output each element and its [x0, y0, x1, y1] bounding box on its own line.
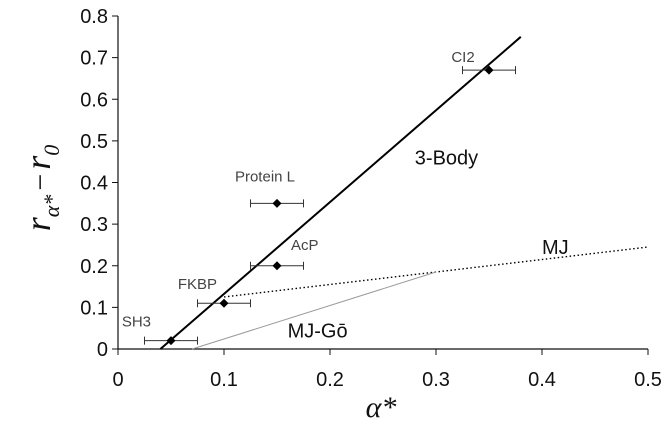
y-tick-label: 0.2: [80, 256, 108, 278]
data-point: [272, 198, 282, 208]
svg-text:rα*−r0: rα*−r0: [18, 145, 64, 232]
error-bars: [144, 66, 516, 345]
fit-lines: 3-Body MJ MJ-Gō: [159, 36, 649, 350]
point-labels: SH3 FKBP AcP Protein L CI2: [122, 49, 475, 331]
data-point: [484, 65, 494, 75]
y-tick-label: 0.5: [80, 131, 108, 153]
point-label: SH3: [122, 314, 151, 331]
data-point: [272, 261, 282, 271]
y-title-minus: −: [24, 174, 57, 191]
x-tick-label: 0.3: [422, 369, 450, 391]
series-label: MJ-Gō: [288, 320, 348, 342]
line-3-body: [159, 36, 522, 350]
x-axis-title: α*: [366, 391, 397, 424]
y-title-main2: r: [18, 155, 58, 170]
axes: [117, 16, 648, 350]
y-tick-label: 0.7: [80, 48, 108, 70]
y-tick-label: 0.3: [80, 214, 108, 236]
y-title-main: r: [18, 216, 58, 231]
x-tick-label: 0.1: [210, 369, 238, 391]
x-tick-label: 0.4: [528, 369, 556, 391]
point-label: AcP: [291, 237, 319, 254]
y-axis-title: rα*−r0: [18, 145, 64, 232]
y-title-sub2: 0: [39, 145, 64, 156]
series-label: 3-Body: [415, 148, 478, 170]
point-label: CI2: [451, 49, 474, 66]
y-tick-label: 0: [97, 339, 108, 361]
series-label: MJ: [542, 237, 569, 259]
x-tick-label: 0.5: [634, 369, 662, 391]
x-tick-label: 0: [112, 369, 123, 391]
ticks: 0 0.1 0.2 0.3 0.4 0.5 0 0.1 0.2 0.3 0.4 0.5 0.6 0.7 0.…: [80, 6, 662, 391]
x-tick-label: 0.2: [316, 369, 344, 391]
y-tick-label: 0.6: [80, 89, 108, 111]
y-tick-label: 0.8: [80, 6, 108, 28]
data-point: [166, 336, 176, 346]
y-tick-label: 0.4: [80, 173, 108, 195]
point-label: Protein L: [235, 168, 295, 185]
line-mj-g-: [192, 271, 437, 350]
point-label: FKBP: [178, 276, 217, 293]
y-title-sub: α*: [39, 195, 64, 218]
data-points: [166, 65, 494, 346]
y-tick-label: 0.1: [80, 297, 108, 319]
data-point: [219, 298, 229, 308]
